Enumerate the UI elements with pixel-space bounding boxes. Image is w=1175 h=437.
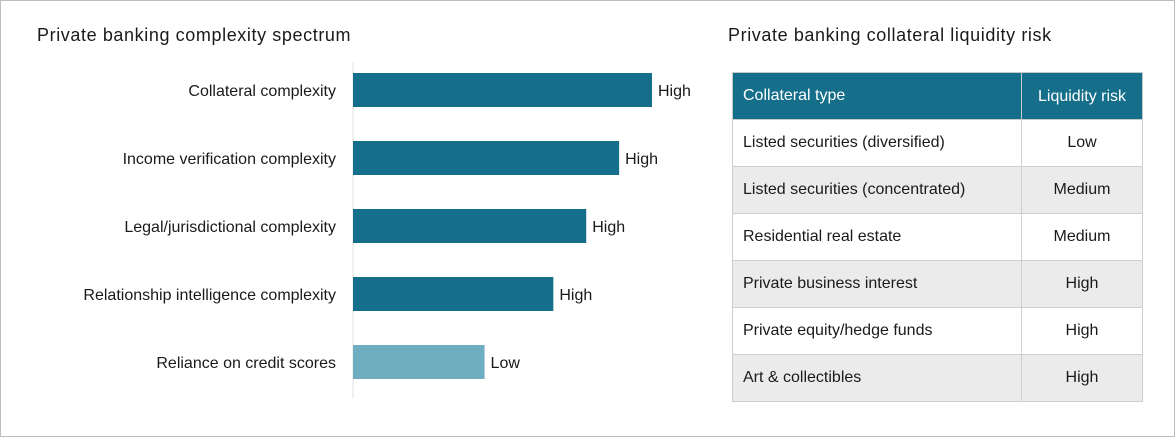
collateral-type-cell: Residential real estate — [732, 213, 1022, 261]
liquidity-risk-table: Collateral type Liquidity risk Listed se… — [732, 72, 1143, 402]
table-row: Private equity/hedge funds High — [732, 307, 1143, 355]
bar — [353, 73, 652, 107]
value-label: High — [559, 287, 592, 304]
table-row: Art & collectibles High — [732, 354, 1143, 402]
value-label: Low — [491, 355, 521, 372]
table-title: Private banking collateral liquidity ris… — [728, 25, 1052, 45]
value-label: High — [592, 219, 625, 236]
category-label: Income verification complexity — [123, 151, 336, 168]
value-label: High — [658, 83, 691, 100]
table-row: Listed securities (concentrated) Medium — [732, 166, 1143, 214]
collateral-type-cell: Listed securities (concentrated) — [732, 166, 1022, 214]
collateral-type-cell: Listed securities (diversified) — [732, 119, 1022, 167]
complexity-bar-chart: Collateral complexity High Income verifica… — [83, 62, 691, 398]
header-collateral-type: Collateral type — [732, 72, 1022, 120]
collateral-type-cell: Private business interest — [732, 260, 1022, 308]
category-label: Relationship intelligence complexity — [83, 287, 336, 304]
bar — [353, 277, 554, 311]
collateral-type-cell: Private equity/hedge funds — [732, 307, 1022, 355]
liquidity-risk-cell: High — [1021, 307, 1143, 355]
table-row: Residential real estate Medium — [732, 213, 1143, 261]
table-header-row: Collateral type Liquidity risk — [732, 72, 1143, 120]
liquidity-risk-cell: High — [1021, 354, 1143, 402]
collateral-type-cell: Art & collectibles — [732, 354, 1022, 402]
category-label: Reliance on credit scores — [156, 355, 336, 372]
liquidity-risk-cell: High — [1021, 260, 1143, 308]
table-row: Listed securities (diversified) Low — [732, 119, 1143, 167]
bar-chart-title: Private banking complexity spectrum — [37, 25, 352, 45]
table-row: Private business interest High — [732, 260, 1143, 308]
liquidity-risk-cell: Medium — [1021, 213, 1143, 261]
header-liquidity-risk: Liquidity risk — [1021, 72, 1143, 120]
bar — [353, 345, 485, 379]
bar — [353, 141, 620, 175]
bar — [353, 209, 587, 243]
category-label: Legal/jurisdictional complexity — [124, 219, 336, 236]
liquidity-risk-cell: Medium — [1021, 166, 1143, 214]
liquidity-risk-cell: Low — [1021, 119, 1143, 167]
value-label: High — [625, 151, 658, 168]
category-label: Collateral complexity — [188, 83, 336, 100]
